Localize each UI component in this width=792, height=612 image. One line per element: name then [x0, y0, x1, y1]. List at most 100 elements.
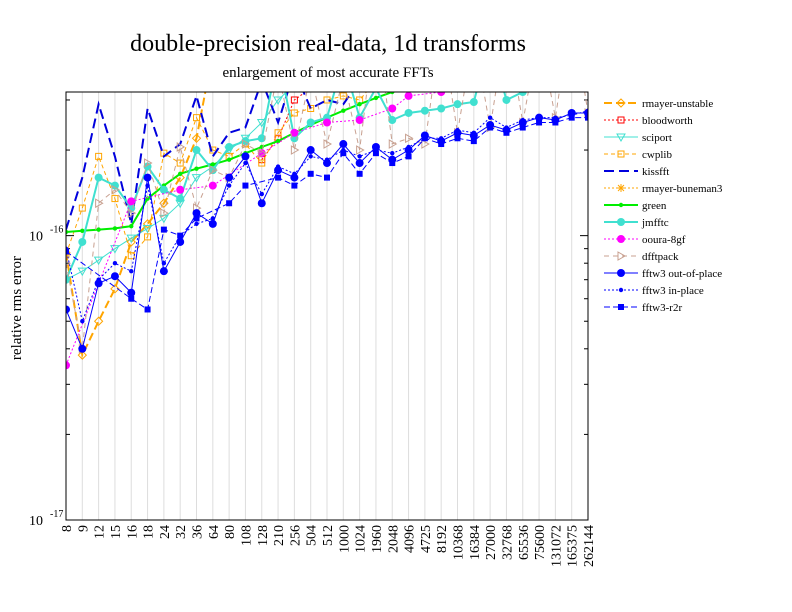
y-axis-label: relative rms error: [9, 256, 25, 360]
data-point: [454, 16, 462, 23]
data-point: [144, 158, 153, 168]
x-tick-label: 16: [125, 525, 140, 539]
data-point: [110, 181, 119, 190]
data-point: [275, 164, 281, 169]
series-line: [66, 92, 588, 349]
data-point: [469, 98, 478, 107]
data-point: [292, 171, 297, 176]
legend-label: jmfftc: [641, 217, 669, 229]
data-point: [290, 109, 298, 117]
data-point: [554, 92, 557, 93]
x-tick-label: 504: [305, 525, 320, 546]
data-point: [259, 191, 264, 197]
data-point: [176, 159, 184, 167]
data-point: [159, 185, 168, 194]
data-point: [323, 118, 331, 127]
legend-label: bloodworth: [642, 115, 693, 127]
x-tick-label: 8192: [435, 525, 450, 553]
data-point: [143, 173, 152, 182]
data-point: [536, 119, 543, 126]
data-point: [126, 237, 136, 247]
y-tick-label-exponent: -17: [50, 509, 63, 520]
data-point: [95, 152, 103, 160]
x-tick-label: 108: [239, 525, 254, 546]
x-tick-label: 80: [223, 525, 238, 539]
legend-label: rmayer-unstable: [642, 98, 713, 110]
data-point: [144, 233, 152, 241]
legend-item: cwplib: [604, 149, 672, 161]
data-point: [520, 7, 526, 13]
data-point: [144, 306, 151, 313]
legend-swatch-marker: [616, 133, 626, 143]
data-point: [225, 173, 234, 182]
data-point: [112, 261, 118, 266]
data-point: [208, 219, 217, 228]
data-point: [553, 115, 558, 120]
data-point: [406, 144, 411, 150]
data-point: [519, 10, 527, 18]
data-point: [112, 226, 118, 231]
series-ooura-8gf: [66, 57, 592, 370]
data-point: [502, 95, 511, 104]
data-point: [405, 133, 414, 144]
data-point: [241, 139, 251, 149]
x-tick-label: 4725: [419, 525, 434, 553]
data-point: [404, 146, 413, 155]
data-point: [194, 166, 199, 171]
data-point: [257, 134, 266, 143]
data-point: [551, 0, 559, 8]
data-point: [585, 108, 588, 113]
series-fftw3-in-place: [66, 108, 588, 324]
data-point: [454, 135, 461, 142]
data-point: [257, 199, 266, 208]
data-point: [439, 81, 443, 85]
data-point: [191, 133, 202, 143]
data-point: [487, 115, 493, 120]
legend-swatch-marker: [617, 269, 625, 277]
data-point: [80, 228, 85, 233]
legend-swatch-marker: [616, 98, 626, 108]
legend-swatch-marker: [617, 184, 625, 192]
data-point: [341, 108, 346, 113]
x-tick-label: 16384: [468, 525, 483, 560]
series-layer: [66, 0, 592, 370]
data-point: [177, 232, 184, 239]
legend-label: ooura-8gf: [642, 234, 686, 246]
data-point: [357, 154, 362, 159]
legend-swatch-marker: [617, 218, 625, 226]
data-point: [291, 182, 298, 189]
data-point: [553, 58, 557, 62]
data-point: [324, 174, 330, 181]
legend-swatch-marker: [618, 287, 624, 293]
x-tick-label: 256: [288, 525, 303, 546]
legend-swatch-marker: [618, 202, 624, 208]
legend-item: rmayer-buneman3: [604, 183, 723, 195]
data-point: [356, 145, 365, 155]
data-point: [568, 0, 576, 3]
data-point: [160, 226, 167, 233]
data-point: [584, 57, 592, 65]
data-point: [307, 170, 314, 177]
data-point: [129, 268, 134, 274]
data-point: [471, 130, 477, 135]
x-tick-label: 131072: [549, 525, 564, 567]
legend-item: fftw3-r2r: [604, 302, 682, 314]
data-point: [209, 146, 217, 154]
data-point: [127, 197, 136, 206]
data-point: [66, 229, 69, 235]
data-point: [66, 361, 70, 370]
data-point: [487, 124, 494, 131]
y-tick-label-exponent: -16: [50, 225, 63, 236]
data-point: [504, 125, 509, 130]
data-point: [339, 140, 348, 149]
data-point: [242, 182, 249, 189]
data-point: [126, 234, 137, 244]
data-point: [535, 4, 543, 12]
data-point: [66, 248, 69, 255]
data-point: [111, 195, 119, 203]
legend-item: fftw3 out-of-place: [604, 268, 722, 280]
data-point: [536, 1, 542, 7]
x-tick-label: 12: [93, 525, 108, 539]
data-point: [390, 150, 395, 156]
